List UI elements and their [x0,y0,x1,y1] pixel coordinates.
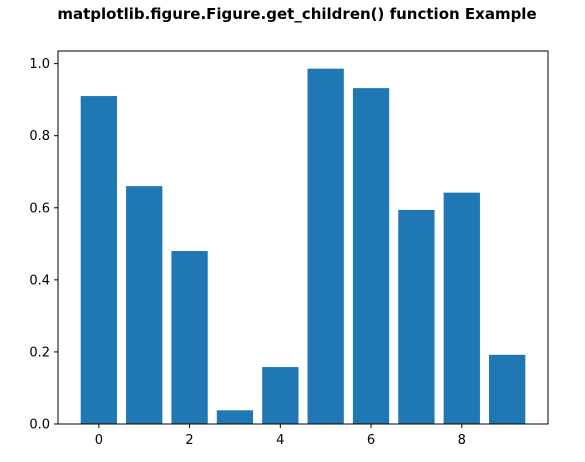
bar-7 [398,209,435,424]
bar-9 [489,354,526,424]
y-tick-label: 0.4 [29,273,50,288]
chart-title: matplotlib.figure.Figure.get_children() … [57,5,536,23]
bar-1 [126,186,163,424]
y-axis-ticks: 0.0 0.2 0.4 0.6 0.8 1.0 [29,57,58,433]
x-tick-label: 4 [276,433,284,448]
y-tick-label: 0.6 [29,201,50,216]
x-tick-label: 8 [458,433,466,448]
bar-2 [171,251,208,424]
x-tick-label: 2 [185,433,193,448]
x-axis-ticks: 0 2 4 6 8 [95,424,466,448]
y-tick-label: 1.0 [29,57,50,72]
y-tick-label: 0.8 [29,129,50,144]
x-tick-label: 6 [367,433,375,448]
bars-group [80,68,526,424]
plot-frame [57,50,549,425]
y-tick-label: 0.0 [29,418,50,433]
y-tick-label: 0.2 [29,345,50,360]
x-tick-label: 0 [95,433,103,448]
bar-4 [262,367,299,424]
bar-0 [80,96,117,424]
bar-3 [216,410,254,424]
bar-8 [443,192,480,424]
bar-6 [352,88,390,424]
bar-5 [307,68,344,424]
